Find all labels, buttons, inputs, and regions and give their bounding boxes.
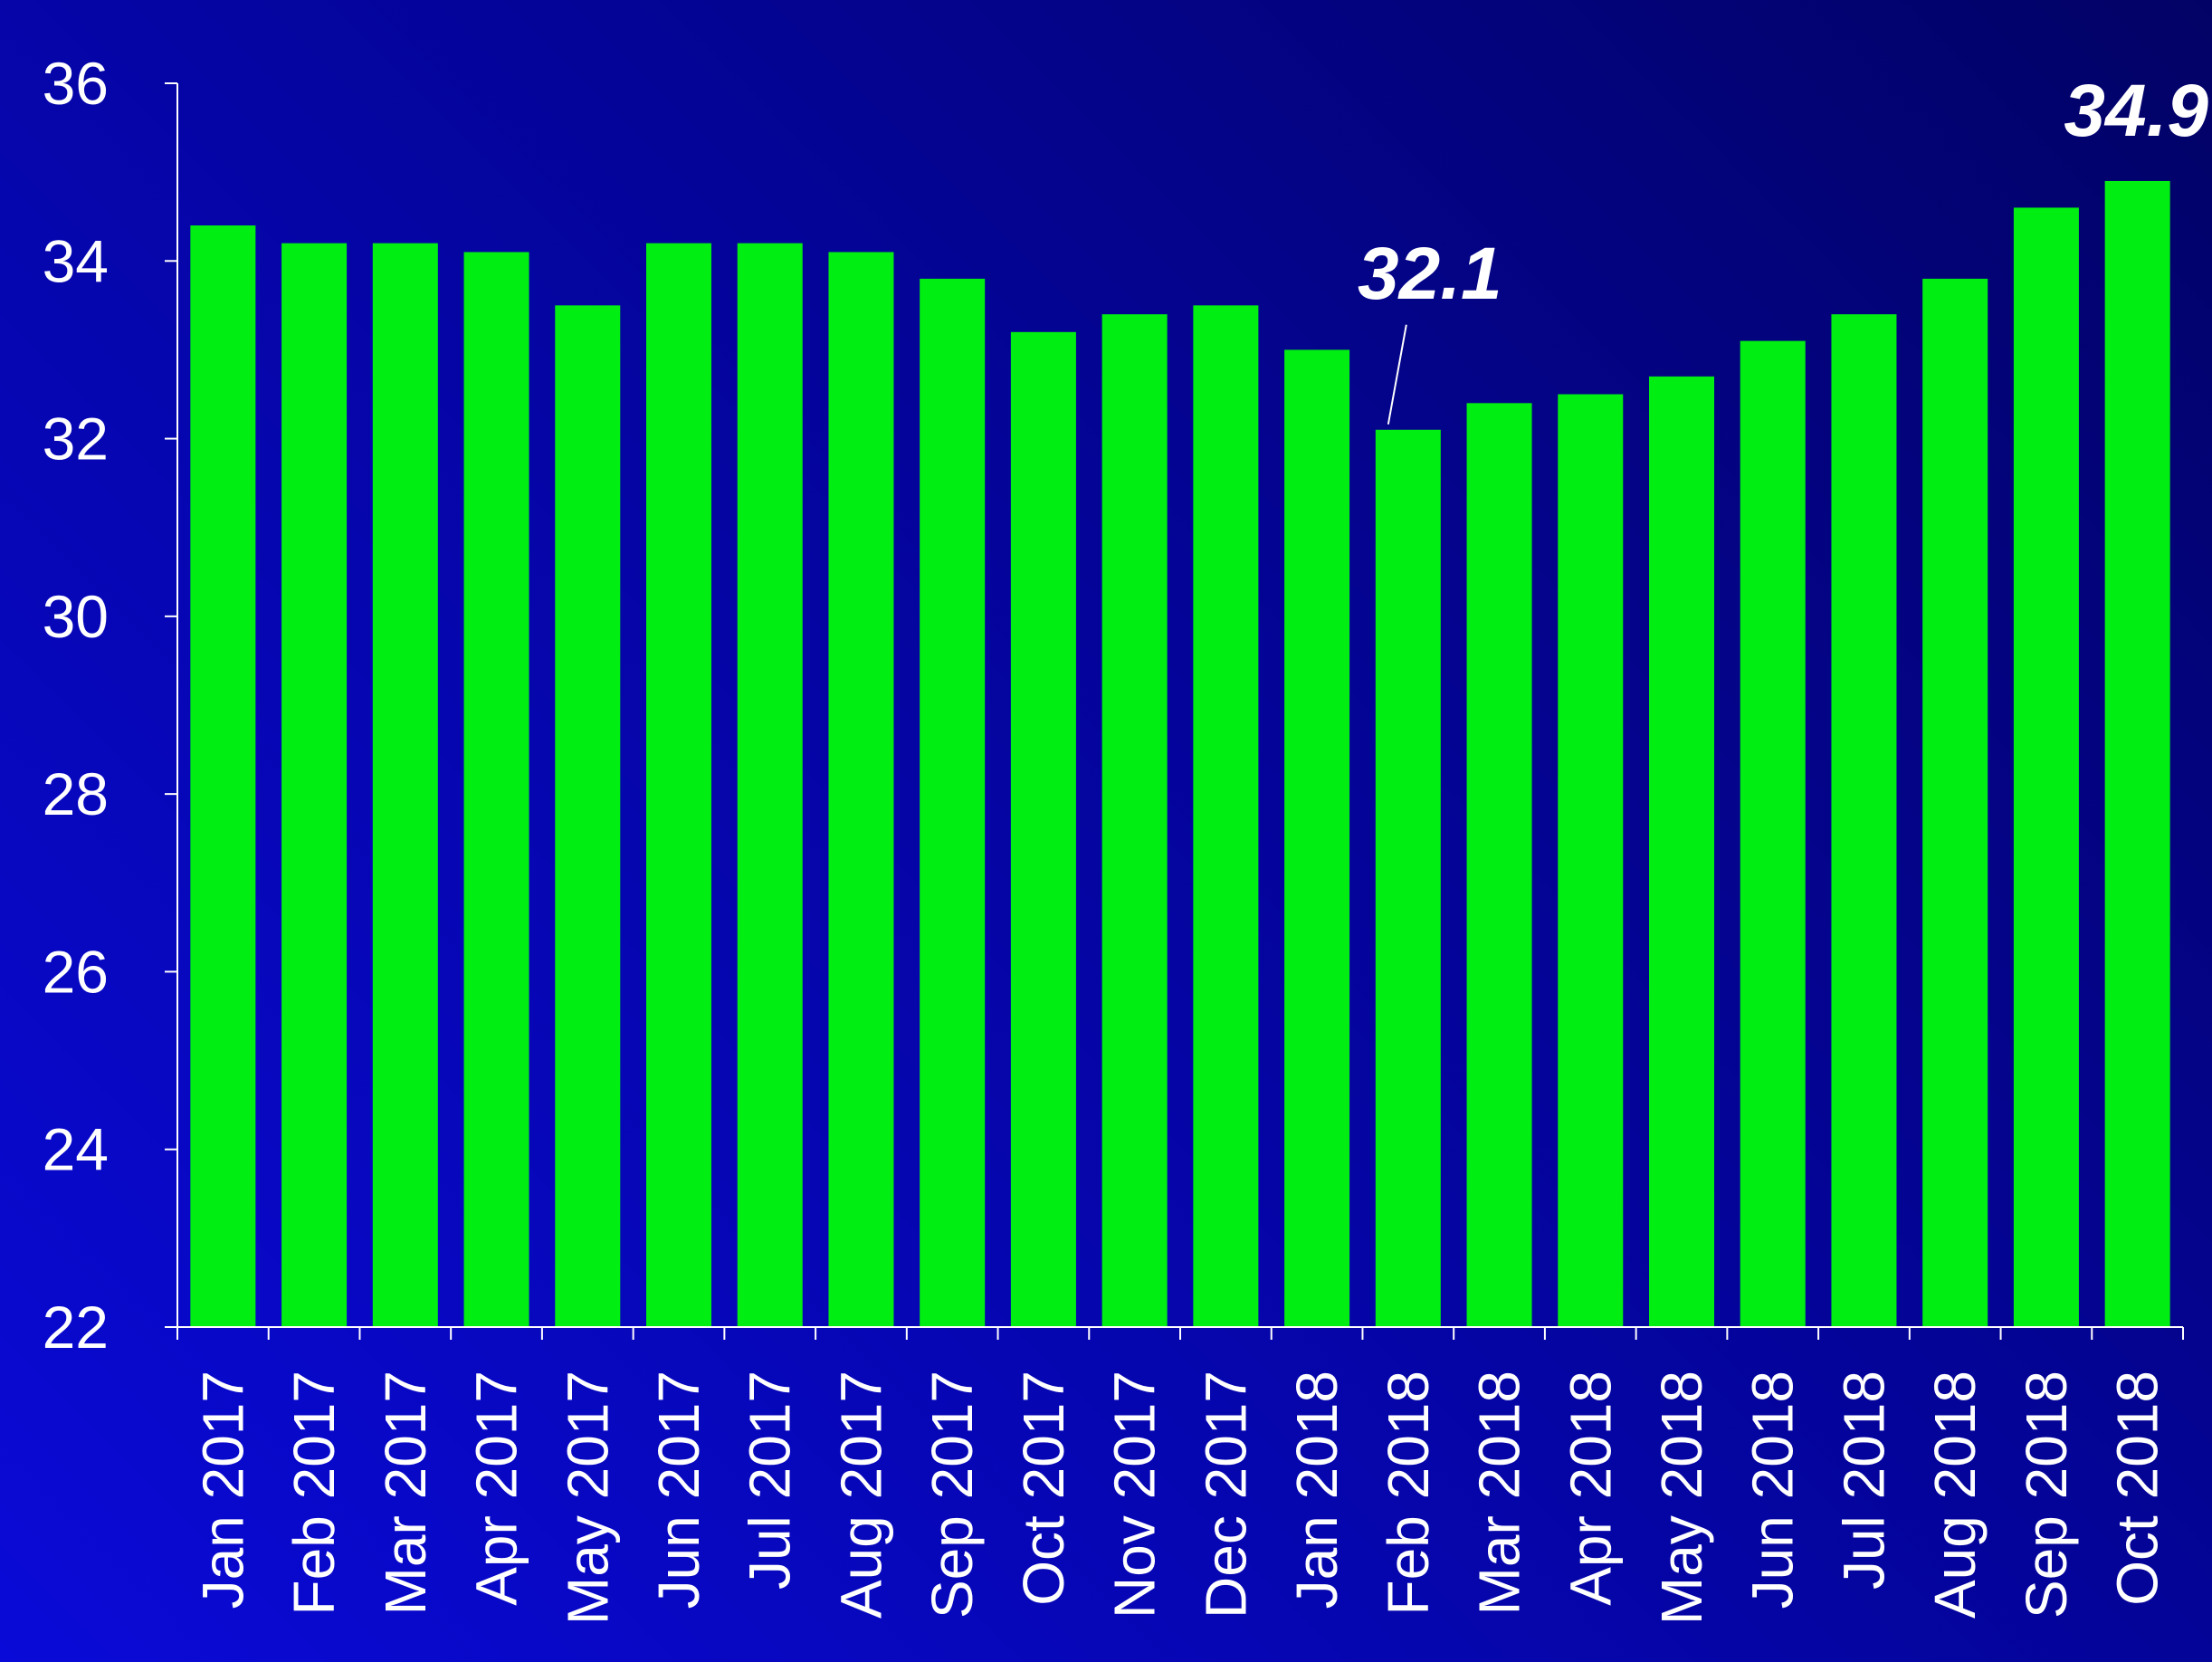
- x-tick-label: May 2017: [555, 1371, 620, 1625]
- bar: [646, 243, 711, 1328]
- x-tick-label: Dec 2017: [1193, 1371, 1258, 1619]
- x-tick-label: Jan 2018: [1284, 1371, 1349, 1609]
- x-tick-label: Mar 2017: [373, 1371, 438, 1615]
- x-tick-label: Apr 2018: [1558, 1371, 1623, 1606]
- bar: [1466, 403, 1532, 1327]
- bar: [190, 225, 256, 1327]
- bar: [828, 252, 894, 1327]
- y-tick-label: 30: [43, 583, 109, 650]
- x-tick-label: Feb 2018: [1376, 1371, 1441, 1615]
- bar: [463, 252, 529, 1327]
- bar: [737, 243, 803, 1328]
- bar: [1375, 429, 1441, 1327]
- bar: [1922, 278, 1988, 1327]
- annotation-label: 34.9: [2064, 70, 2208, 152]
- bars: [190, 180, 2170, 1328]
- x-tick-label: Apr 2017: [464, 1371, 529, 1606]
- x-tick-label: Jun 2018: [1740, 1371, 1806, 1609]
- y-tick-label: 24: [43, 1116, 109, 1183]
- y-tick-label: 32: [43, 406, 109, 473]
- y-tick-label: 34: [43, 227, 109, 294]
- x-tick-label: Jul 2018: [1831, 1371, 1896, 1590]
- bar: [1284, 349, 1350, 1327]
- x-tick-label: Aug 2017: [828, 1371, 893, 1619]
- bar: [1831, 314, 1897, 1328]
- y-tick-label: 28: [43, 760, 109, 827]
- bar: [1740, 340, 1806, 1328]
- x-tick-label: May 2018: [1649, 1371, 1714, 1625]
- y-tick-label: 36: [43, 50, 109, 117]
- x-tick-label: Oct 2017: [1011, 1371, 1076, 1606]
- axes: [176, 83, 2184, 1340]
- bar: [1010, 331, 1076, 1327]
- bar: [1558, 394, 1624, 1327]
- bar: [1649, 376, 1714, 1327]
- x-tick-label: Mar 2018: [1467, 1371, 1532, 1615]
- bar: [555, 305, 621, 1327]
- x-tick-label: Jan 2017: [190, 1371, 255, 1609]
- bar: [1101, 314, 1168, 1328]
- x-tick-label: Jul 2017: [738, 1371, 803, 1590]
- y-tick-label: 22: [43, 1294, 109, 1361]
- bar: [920, 278, 986, 1327]
- x-tick-label: Oct 2018: [2105, 1371, 2170, 1606]
- x-tick-label: Feb 2017: [281, 1371, 347, 1615]
- y-tick-label: 26: [43, 938, 109, 1005]
- bar: [281, 243, 348, 1328]
- x-tick-label: Sep 2017: [920, 1371, 985, 1619]
- x-tick-label: Nov 2017: [1102, 1371, 1168, 1619]
- bar: [1193, 305, 1259, 1327]
- annotation-leader-line: [1387, 324, 1407, 425]
- bar: [372, 243, 438, 1328]
- bar: [2013, 207, 2079, 1327]
- x-tick-label: Jun 2017: [646, 1371, 711, 1609]
- x-tick-label: Aug 2018: [1922, 1371, 1988, 1619]
- bar: [2104, 180, 2170, 1327]
- x-tick-label: Sep 2018: [2014, 1371, 2079, 1619]
- annotations: 32.1 34.9: [1358, 70, 2208, 425]
- annotation-label: 32.1: [1358, 233, 1502, 315]
- y-axis-ticks: 22 24 26 28 30 32 34 36: [43, 50, 177, 1361]
- x-axis-labels: Jan 2017 Feb 2017 Mar 2017 Apr 2017 May 2017…: [190, 1371, 2169, 1625]
